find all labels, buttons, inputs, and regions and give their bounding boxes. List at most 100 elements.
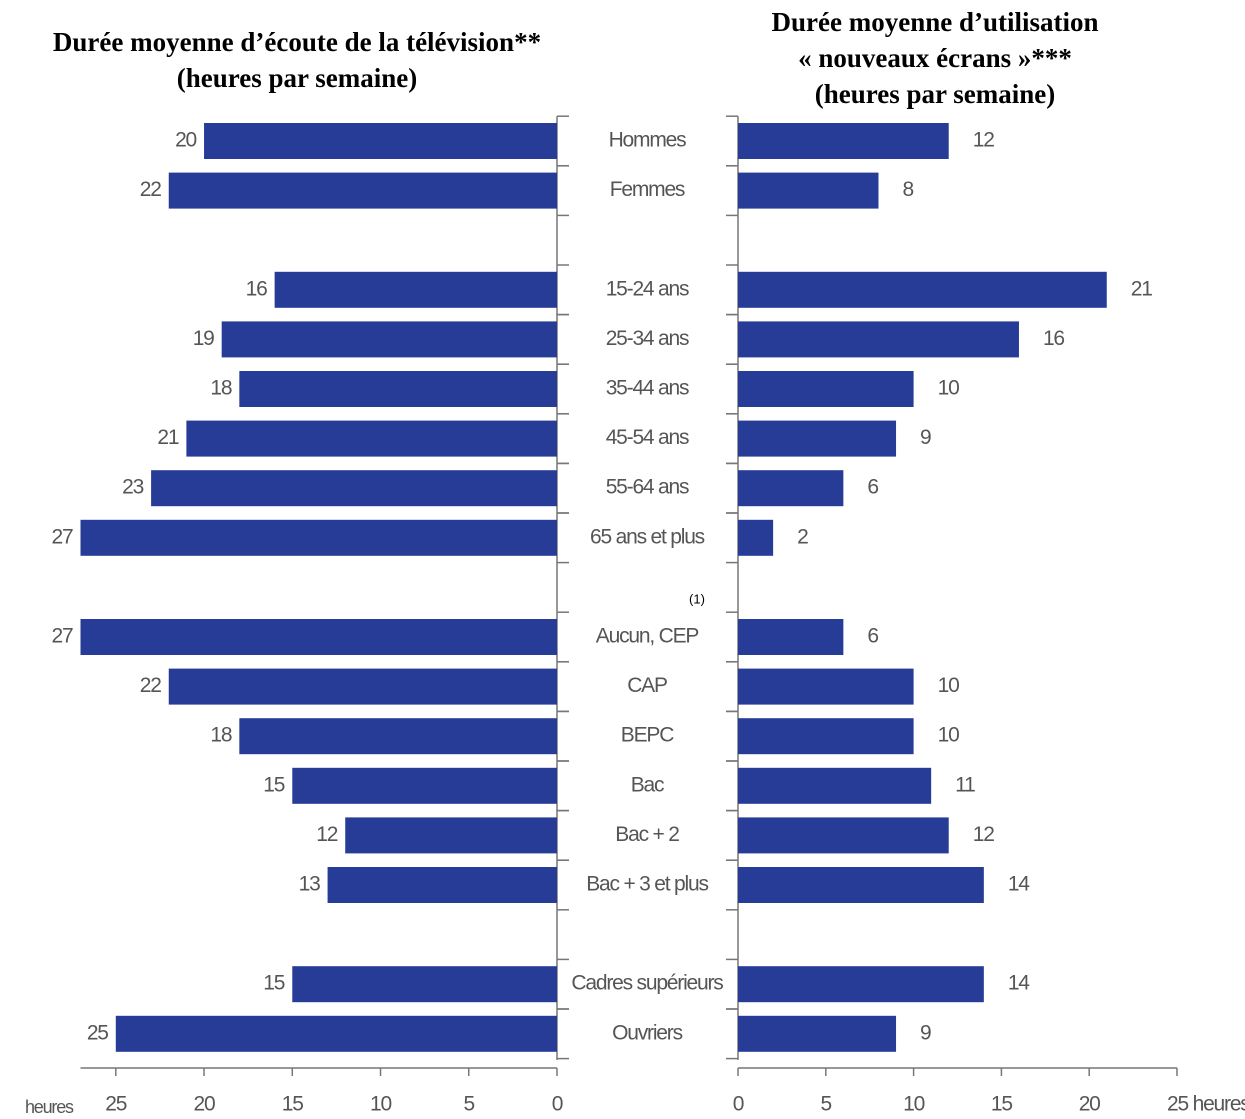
x-tick-label: 15: [991, 1093, 1012, 1116]
bar: [168, 668, 558, 705]
value-label: 20: [175, 129, 196, 152]
category-label: BEPC: [621, 724, 674, 747]
bar: [327, 867, 557, 903]
category-label: 25-34 ans: [606, 327, 689, 350]
category-label: Hommes: [609, 129, 687, 152]
category-label: 55-64 ans: [606, 476, 689, 499]
bar: [738, 371, 914, 407]
value-label: 2: [797, 525, 808, 548]
bar: [738, 519, 774, 556]
x-tick-label: 10: [903, 1093, 924, 1116]
value-label: 10: [938, 724, 959, 747]
chart-title: « nouveaux écrans »***: [798, 43, 1072, 73]
x-tick-label: 0: [552, 1093, 563, 1116]
category-label: Aucun, CEP: [596, 625, 699, 648]
chart-title: Durée moyenne d’écoute de la télévision*…: [53, 27, 541, 57]
bar: [738, 420, 897, 457]
value-label: 9: [920, 426, 931, 449]
value-label: 22: [140, 178, 161, 201]
bar: [738, 966, 984, 1003]
x-tick-label: 25 heures: [1167, 1093, 1245, 1116]
value-label: 27: [52, 525, 73, 548]
bar: [292, 966, 557, 1003]
bar: [738, 470, 844, 507]
value-label: 12: [973, 129, 994, 152]
value-label: 22: [140, 674, 161, 697]
category-label: Bac + 3 et plus: [586, 873, 708, 896]
value-label: 16: [1043, 327, 1064, 350]
value-label: 27: [52, 625, 73, 648]
value-label: 15: [263, 773, 284, 796]
value-label: 8: [902, 178, 913, 201]
value-label: 15: [263, 972, 284, 995]
category-label: 45-54 ans: [606, 426, 689, 449]
bar: [168, 172, 558, 209]
x-tick-label: 25: [105, 1093, 126, 1116]
bar: [292, 767, 557, 804]
category-label: Bac: [631, 773, 664, 796]
bar: [738, 619, 844, 655]
value-label: 6: [867, 625, 878, 648]
chart-title: Durée moyenne d’utilisation: [772, 7, 1099, 37]
x-axis-label: heures: [25, 1097, 74, 1117]
bar: [239, 718, 558, 755]
annotation: (1): [689, 591, 705, 606]
x-tick-label: 5: [464, 1093, 475, 1116]
value-label: 14: [1008, 972, 1030, 995]
value-label: 16: [246, 277, 267, 300]
value-label: 25: [87, 1021, 108, 1044]
bar: [345, 817, 557, 854]
value-label: 10: [938, 674, 959, 697]
value-label: 12: [316, 823, 337, 846]
x-tick-label: 10: [370, 1093, 391, 1116]
bar: [738, 123, 949, 159]
bar: [115, 1015, 557, 1052]
x-tick-label: 20: [194, 1093, 215, 1116]
bar: [738, 718, 914, 755]
category-label: Ouvriers: [612, 1021, 682, 1044]
value-label: 10: [938, 377, 959, 400]
bar: [186, 420, 557, 457]
x-tick-label: 0: [733, 1093, 744, 1116]
x-tick-label: 20: [1079, 1093, 1100, 1116]
bar: [239, 371, 558, 407]
value-label: 13: [299, 873, 320, 896]
chart-title: (heures par semaine): [177, 63, 417, 93]
value-label: 6: [867, 476, 878, 499]
bar: [738, 867, 984, 903]
value-label: 11: [955, 773, 975, 796]
value-label: 21: [1131, 277, 1152, 300]
bar: [738, 668, 914, 705]
category-label: Cadres supérieurs: [571, 972, 723, 995]
bar: [738, 767, 932, 804]
category-label: 15-24 ans: [606, 277, 689, 300]
value-label: 12: [973, 823, 994, 846]
value-label: 21: [157, 426, 178, 449]
value-label: 18: [210, 724, 231, 747]
value-label: 23: [122, 476, 143, 499]
x-tick-label: 5: [821, 1093, 832, 1116]
bar: [738, 321, 1019, 358]
bar: [80, 619, 557, 655]
x-tick-label: 15: [282, 1093, 303, 1116]
bar: [274, 271, 557, 308]
bar: [80, 519, 557, 556]
value-label: 9: [920, 1021, 931, 1044]
value-label: 19: [193, 327, 214, 350]
bar: [204, 123, 557, 159]
bar: [738, 1015, 897, 1052]
category-label: Femmes: [610, 178, 685, 201]
bar: [738, 172, 879, 209]
chart-title: (heures par semaine): [815, 79, 1055, 109]
value-label: 18: [210, 377, 231, 400]
bar: [151, 470, 557, 507]
bar: [221, 321, 557, 358]
category-label: Bac + 2: [615, 823, 679, 846]
category-label: CAP: [627, 674, 667, 697]
bar: [738, 817, 949, 854]
category-label: 35-44 ans: [606, 377, 689, 400]
value-label: 14: [1008, 873, 1030, 896]
category-label: 65 ans et plus: [590, 525, 705, 548]
bar: [738, 271, 1107, 308]
